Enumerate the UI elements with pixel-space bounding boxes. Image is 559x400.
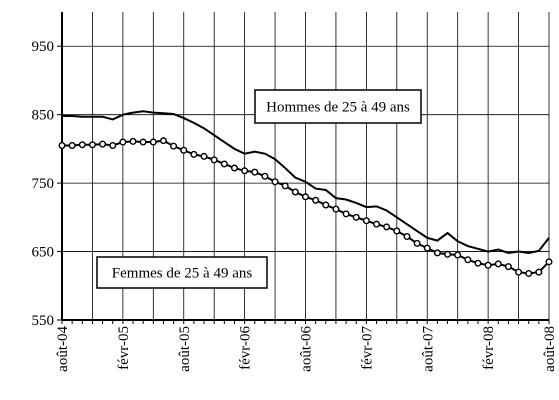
series-marker — [291, 188, 299, 196]
series-marker — [241, 167, 249, 175]
legend-label: Hommes de 25 à 49 ans — [266, 100, 410, 116]
series-marker — [464, 256, 472, 264]
series-marker — [494, 260, 502, 268]
series-marker — [545, 258, 553, 266]
series-marker — [504, 263, 512, 271]
series-line — [62, 110, 550, 254]
x-tick-label: août-07 — [420, 326, 436, 372]
series-marker — [109, 141, 117, 149]
series-marker — [200, 152, 208, 160]
series-marker — [393, 227, 401, 235]
legend-box — [254, 89, 422, 124]
series-marker — [180, 146, 188, 154]
series-marker — [373, 220, 381, 228]
series-marker — [159, 137, 167, 145]
series-marker — [342, 210, 350, 218]
series-marker — [383, 223, 391, 231]
series-marker — [454, 251, 462, 259]
y-tick-label: 950 — [32, 39, 55, 55]
series-marker — [413, 239, 421, 247]
x-tick-label: févr-07 — [359, 326, 375, 370]
series-marker — [261, 172, 269, 180]
series-marker — [68, 141, 76, 149]
series-marker — [251, 168, 259, 176]
series-marker — [271, 178, 279, 186]
series-marker — [210, 156, 218, 164]
y-tick-label: 750 — [32, 176, 55, 192]
series-marker — [78, 141, 86, 149]
series-marker — [484, 261, 492, 269]
series-marker — [444, 250, 452, 258]
series-marker — [423, 244, 431, 252]
legend-box — [96, 256, 268, 289]
y-tick-label: 550 — [32, 313, 55, 329]
series-marker — [322, 201, 330, 209]
series-marker — [535, 268, 543, 276]
series-marker — [149, 138, 157, 146]
series-marker — [403, 232, 411, 240]
series-marker — [352, 213, 360, 221]
legend-label: Femmes de 25 à 49 ans — [112, 266, 253, 282]
series-marker — [99, 140, 107, 148]
series-marker — [58, 141, 66, 149]
x-tick-label: févr-08 — [481, 326, 497, 370]
series-marker — [281, 182, 289, 190]
series-marker — [302, 193, 310, 201]
series-marker — [139, 138, 147, 146]
series-marker — [170, 142, 178, 150]
series-marker — [433, 249, 441, 257]
series-marker — [220, 160, 228, 168]
series-marker — [190, 150, 198, 158]
x-tick-label: févr-06 — [238, 326, 254, 370]
series-marker — [362, 217, 370, 225]
y-tick-label: 650 — [32, 245, 55, 261]
series-marker — [230, 164, 238, 172]
series-marker — [119, 138, 127, 146]
x-tick-label: août-08 — [542, 326, 558, 372]
x-tick-label: août-05 — [177, 326, 193, 372]
series-marker — [515, 268, 523, 276]
y-tick-label: 850 — [32, 108, 55, 124]
series-marker — [88, 141, 96, 149]
series-marker — [474, 259, 482, 267]
series-marker — [332, 205, 340, 213]
series-marker — [129, 137, 137, 145]
series-marker — [312, 196, 320, 204]
series-marker — [525, 269, 533, 277]
x-tick-label: août-06 — [299, 326, 315, 372]
x-tick-label: févr-05 — [116, 326, 132, 370]
x-tick-label: août-04 — [55, 326, 71, 372]
